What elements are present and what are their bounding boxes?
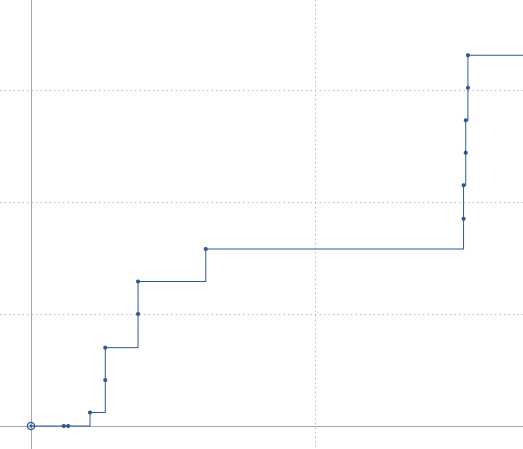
origin-marker — [26, 421, 36, 431]
series-step-line — [31, 54, 523, 427]
data-point — [465, 85, 470, 90]
data-point — [203, 247, 208, 252]
data-point — [136, 279, 141, 284]
data-point — [66, 424, 71, 428]
data-point — [465, 53, 470, 58]
data-point — [461, 216, 466, 221]
data-point — [103, 345, 108, 350]
data-point — [87, 410, 92, 415]
data-point — [61, 424, 66, 428]
origin-marker-dot — [29, 424, 33, 428]
data-point — [463, 118, 468, 123]
data-point — [461, 183, 466, 188]
data-point — [136, 312, 141, 316]
data-point — [103, 378, 108, 383]
series-layer — [26, 53, 523, 431]
data-point — [463, 150, 468, 155]
